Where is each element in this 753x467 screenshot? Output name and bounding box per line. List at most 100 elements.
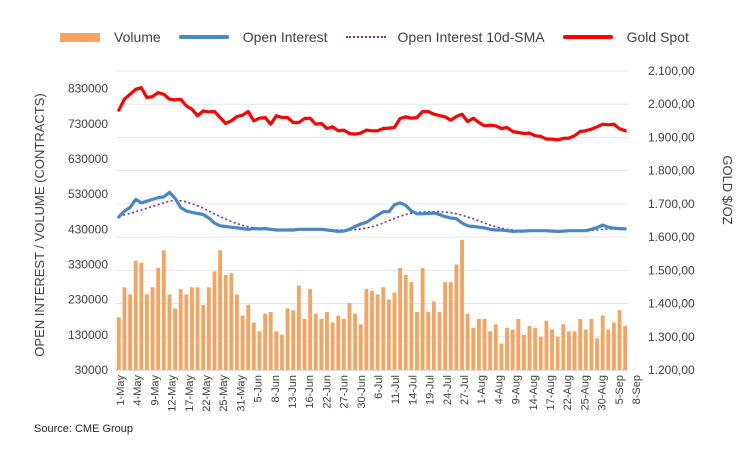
volume-bar bbox=[623, 326, 628, 370]
volume-bar bbox=[285, 308, 290, 370]
volume-bar bbox=[353, 313, 358, 370]
x-tick-label: 1-May bbox=[115, 375, 127, 406]
volume-bar bbox=[325, 311, 329, 370]
legend-label-volume: Volume bbox=[114, 29, 161, 45]
volume-bar bbox=[431, 301, 436, 370]
volume-bar bbox=[257, 331, 262, 370]
x-tick-label: 17-May bbox=[184, 375, 196, 412]
volume-bar bbox=[578, 318, 583, 370]
volume-bar bbox=[246, 304, 251, 370]
legend-label-gold: Gold Spot bbox=[626, 29, 689, 45]
x-tick-label: 14-Aug bbox=[528, 375, 540, 410]
y-tick-right: 1.800,00 bbox=[648, 164, 695, 178]
x-tick-label: 6-Jul bbox=[373, 375, 385, 399]
volume-bar bbox=[426, 311, 431, 370]
volume-bar bbox=[308, 289, 313, 370]
volume-bar bbox=[538, 336, 543, 370]
volume-bar bbox=[280, 334, 284, 370]
y-tick-right: 1.300,00 bbox=[648, 330, 695, 344]
volume-bar bbox=[195, 287, 200, 370]
volume-bar bbox=[550, 329, 554, 370]
volume-bar bbox=[364, 289, 369, 370]
legend-item-open-interest: Open Interest bbox=[178, 29, 328, 45]
volume-bar bbox=[133, 260, 138, 370]
volume-bar bbox=[167, 294, 172, 370]
legend-swatch-open-interest bbox=[178, 35, 229, 39]
y-tick-right: 1.500,00 bbox=[648, 263, 695, 277]
volume-bar bbox=[347, 303, 352, 370]
volume-bar bbox=[488, 331, 493, 370]
x-tick-label: 5-Sep bbox=[614, 375, 626, 404]
volume-bar bbox=[139, 262, 144, 370]
volume-bar bbox=[589, 318, 594, 370]
x-tick-label: 4-Aug bbox=[493, 375, 505, 404]
series-lines bbox=[117, 86, 627, 233]
volume-bar bbox=[510, 329, 515, 370]
volume-bar bbox=[544, 320, 549, 370]
volume-bar bbox=[313, 313, 318, 370]
volume-bar bbox=[448, 282, 453, 370]
legend-item-sma: Open Interest 10d-SMA bbox=[345, 29, 545, 45]
legend-item-gold: Gold Spot bbox=[562, 29, 689, 45]
y-tick-left: 230000 bbox=[68, 293, 108, 307]
volume-bar bbox=[527, 326, 532, 370]
volume-bar bbox=[161, 250, 166, 370]
volume-bar bbox=[150, 287, 155, 370]
legend: Volume Open Interest Open Interest 10d-S… bbox=[60, 27, 707, 47]
volume-bar bbox=[403, 275, 408, 370]
volume-bar bbox=[122, 287, 127, 370]
volume-bar bbox=[128, 294, 132, 370]
y-tick-right: 2.100,00 bbox=[648, 64, 695, 78]
volume-bar bbox=[223, 275, 228, 370]
volume-bar bbox=[184, 294, 189, 370]
volume-bar bbox=[600, 315, 605, 370]
x-tick-label: 22-Jun bbox=[321, 375, 333, 409]
volume-bar bbox=[218, 250, 223, 370]
x-tick-label: 14-Jul bbox=[407, 375, 419, 405]
y-tick-right: 1.400,00 bbox=[648, 297, 695, 311]
x-tick-label: 16-Jun bbox=[304, 375, 316, 409]
x-tick-label: 31-May bbox=[235, 375, 247, 412]
volume-bar bbox=[212, 271, 217, 370]
volume-bar bbox=[555, 336, 560, 370]
volume-bar bbox=[319, 318, 324, 370]
y-tick-right: 1.200,00 bbox=[648, 363, 695, 377]
volume-bar bbox=[583, 329, 588, 370]
volume-bar bbox=[173, 308, 177, 370]
legend-label-open-interest: Open Interest bbox=[242, 29, 328, 45]
volume-bar bbox=[505, 327, 509, 370]
volume-bar bbox=[420, 267, 425, 370]
x-tick-label: 27-Jul bbox=[459, 375, 471, 405]
x-tick-label: 12-May bbox=[167, 375, 179, 412]
volume-bar bbox=[561, 324, 566, 370]
volume-bar bbox=[156, 267, 161, 370]
x-tick-label: 22-May bbox=[201, 375, 213, 412]
volume-bar bbox=[235, 294, 239, 370]
y-tick-right: 1.700,00 bbox=[648, 197, 695, 211]
x-tick-label: 5-Jun bbox=[253, 375, 265, 403]
y-tick-right: 2.000,00 bbox=[648, 97, 695, 111]
x-tick-label: 22-Aug bbox=[562, 375, 574, 410]
volume-bar bbox=[476, 318, 481, 370]
x-tick-label: 25-Aug bbox=[579, 375, 591, 410]
y-tick-right: 1.900,00 bbox=[648, 130, 695, 144]
volume-bar bbox=[291, 310, 296, 370]
y-tick-left: 530000 bbox=[68, 187, 108, 201]
volume-bar bbox=[533, 327, 538, 370]
volume-bar bbox=[572, 331, 577, 370]
volume-bar bbox=[443, 282, 448, 370]
x-tick-label: 30-Jun bbox=[356, 375, 368, 409]
volume-bar bbox=[612, 322, 616, 370]
volume-bar bbox=[190, 287, 194, 370]
open-interest-line bbox=[117, 190, 627, 233]
volume-bars bbox=[116, 239, 628, 370]
axes: 30000 130000 230000 330000 430000 530000 63000… bbox=[68, 64, 695, 412]
volume-bar bbox=[302, 318, 307, 370]
volume-bar bbox=[471, 327, 476, 370]
volume-bar bbox=[617, 310, 622, 370]
volume-bar bbox=[330, 322, 335, 370]
volume-bar bbox=[521, 334, 526, 370]
volume-bar bbox=[465, 313, 470, 370]
volume-bar bbox=[201, 304, 206, 370]
